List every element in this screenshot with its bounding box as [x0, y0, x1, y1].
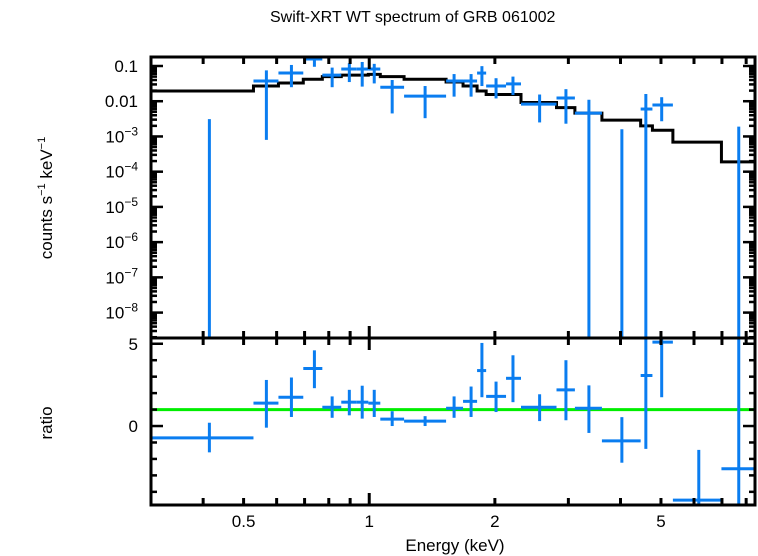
- y-tick-label: 10−7: [105, 265, 138, 287]
- chart-title-text: Swift-XRT WT spectrum of GRB 061002: [270, 9, 556, 26]
- x-axis-label: Energy (keV): [405, 536, 504, 555]
- ratio-point: [341, 389, 357, 416]
- ratio-point: [486, 381, 507, 413]
- ratio-point: [463, 386, 478, 417]
- data-point: [341, 63, 357, 83]
- data-point: [404, 86, 447, 119]
- x-tick-label: 1: [364, 512, 373, 531]
- ratio-y-tick-label: 0: [129, 417, 138, 436]
- y-tick-label: 10−5: [105, 195, 138, 217]
- y-tick-label: 10−3: [105, 124, 138, 146]
- ratio-point: [446, 396, 464, 418]
- ratio-panel: [151, 338, 755, 505]
- y-tick-label: 10−4: [105, 160, 138, 182]
- spectrum-panel: [151, 57, 755, 338]
- ratio-point: [356, 385, 369, 419]
- axis-labels: Energy (keV) counts s−1 keV−1 ratio: [36, 137, 505, 555]
- ratio-point: [322, 396, 342, 418]
- y-tick-label: 0.1: [114, 57, 138, 76]
- ratio-point: [721, 338, 755, 505]
- y-tick-label: 10−6: [105, 230, 138, 252]
- data-point: [380, 80, 405, 114]
- ratio-point: [278, 377, 304, 417]
- data-point: [506, 76, 521, 96]
- data-point: [368, 63, 381, 84]
- data-point: [253, 70, 279, 140]
- ratio-point: [477, 342, 487, 398]
- y-tick-label: 0.01: [105, 92, 138, 111]
- data-point: [356, 61, 369, 87]
- y-axis-label-spectrum: counts s−1 keV−1: [36, 137, 56, 259]
- ratio-point: [303, 350, 323, 389]
- ratio-point: [640, 338, 653, 449]
- ratio-point: [601, 417, 641, 463]
- ratio-point: [404, 416, 447, 427]
- data-point: [520, 94, 557, 123]
- data-point: [574, 99, 602, 338]
- ratio-point: [151, 422, 254, 453]
- ratio-point: [520, 394, 557, 422]
- spectrum-frame: [149, 55, 757, 340]
- y-tick-label: 10−8: [105, 301, 138, 323]
- data-point: [322, 67, 342, 88]
- x-tick-label: 0.5: [232, 512, 256, 531]
- x-tick-label: 2: [490, 512, 499, 531]
- data-point: [556, 89, 575, 124]
- data-point: [640, 94, 653, 338]
- ratio-point: [574, 385, 602, 433]
- data-point: [652, 97, 673, 122]
- ratio-point: [556, 360, 575, 421]
- data-point: [446, 74, 464, 97]
- ratio-point: [672, 449, 722, 505]
- y-axis-label-ratio: ratio: [37, 406, 56, 439]
- x-tick-label: 5: [656, 512, 665, 531]
- data-point: [477, 66, 487, 87]
- ratio-point: [506, 355, 521, 403]
- ratio-point: [652, 338, 673, 398]
- ratio-frame: [149, 336, 757, 507]
- data-point: [486, 78, 507, 99]
- ratio-y-tick-label: 5: [129, 335, 138, 354]
- axes-frames: 0.1 0.01 10−3 10−4 10−5 10−6 10−7 10−8 5 0 0.5 1 2 5: [105, 55, 757, 531]
- ratio-point: [380, 411, 405, 427]
- ratio-point: [368, 389, 381, 417]
- ratio-point: [253, 379, 279, 428]
- data-point: [463, 74, 478, 97]
- data-point: [278, 64, 304, 88]
